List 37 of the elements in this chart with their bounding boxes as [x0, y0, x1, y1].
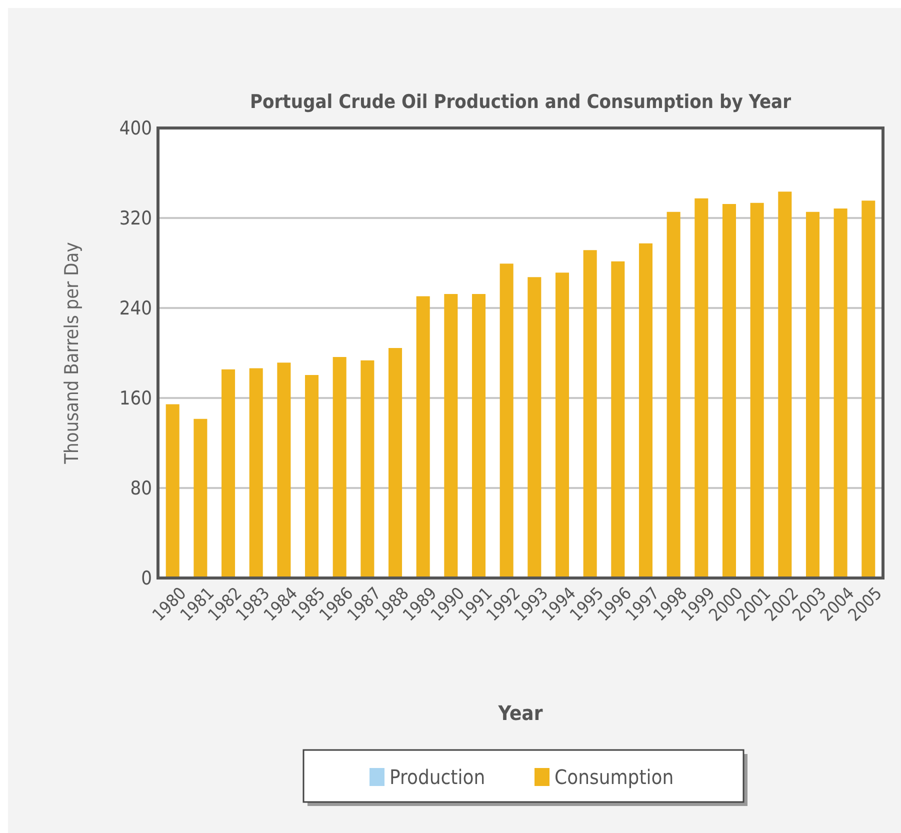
y-tick-label: 80 [130, 478, 152, 500]
bar [388, 348, 402, 578]
bar [834, 208, 848, 578]
bar [166, 404, 180, 578]
y-tick-label: 160 [119, 388, 152, 410]
bar [666, 212, 680, 578]
bar [583, 250, 597, 578]
bar [638, 243, 652, 578]
bar [722, 204, 736, 578]
bar [222, 369, 236, 578]
y-tick-label: 320 [119, 208, 152, 230]
bar [305, 375, 319, 578]
bar [806, 212, 820, 578]
bar [862, 200, 876, 578]
y-tick-label: 400 [119, 118, 152, 140]
bar [444, 294, 458, 578]
bar [472, 294, 486, 578]
x-axis-title: Year [497, 701, 543, 725]
bar [249, 368, 263, 578]
bar [332, 357, 346, 578]
bar [416, 296, 430, 578]
legend-label: Consumption [554, 765, 674, 789]
y-axis-title: Thousand Barrels per Day [61, 242, 83, 465]
bar [555, 272, 570, 578]
y-tick-label: 0 [141, 568, 152, 590]
bar [500, 264, 514, 578]
bar [194, 418, 208, 578]
bar [360, 360, 374, 578]
bar [750, 202, 764, 578]
bar [778, 192, 792, 578]
bar [528, 277, 542, 578]
chart-title: Portugal Crude Oil Production and Consumption by Year [250, 91, 792, 113]
y-tick-label: 240 [119, 298, 152, 320]
bar [611, 261, 625, 578]
bar [277, 362, 291, 578]
bar [694, 198, 708, 578]
legend-label: Production [390, 765, 486, 789]
